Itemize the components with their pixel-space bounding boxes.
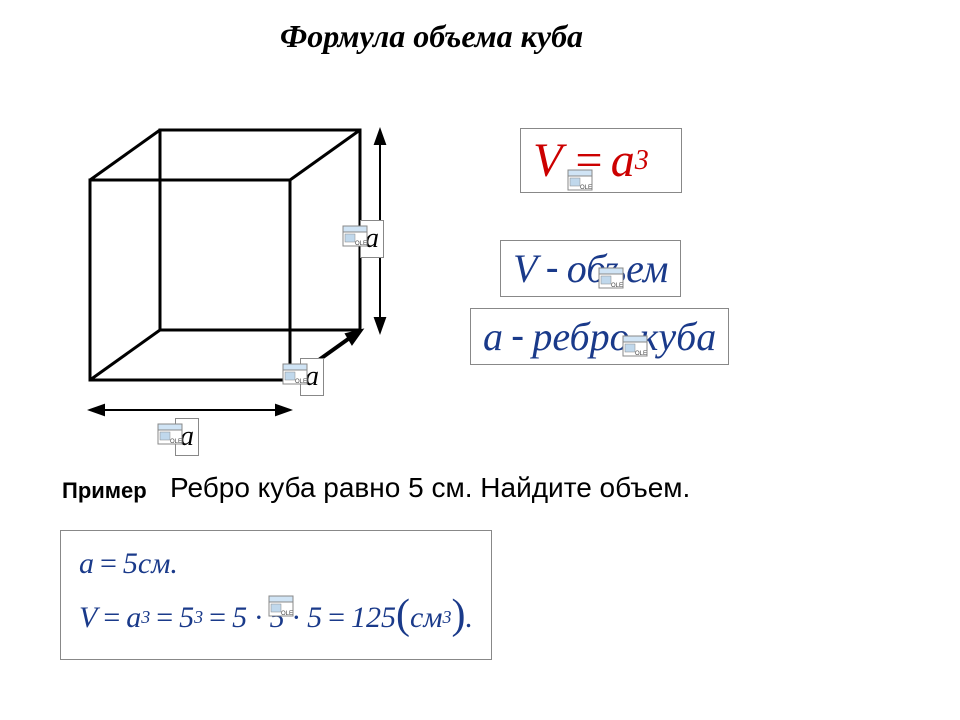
solution-line-1: a = 5 см . bbox=[79, 541, 473, 586]
example-text: Ребро куба равно 5 см. Найдите объем. bbox=[170, 472, 690, 504]
ole-icon bbox=[156, 422, 184, 446]
sol2-eq3: = bbox=[209, 595, 226, 640]
sol-unit: см bbox=[138, 541, 170, 586]
sol2-dot: . bbox=[465, 595, 473, 640]
sol-val: 5 bbox=[123, 541, 138, 586]
vdef-dash: - bbox=[545, 246, 558, 291]
ole-icon bbox=[621, 321, 649, 345]
sol2-eq2: = bbox=[156, 595, 173, 640]
ole-icon bbox=[341, 224, 369, 248]
ole-icon bbox=[281, 362, 309, 386]
sol2-V: V bbox=[79, 595, 97, 640]
sol2-eq4: = bbox=[328, 595, 345, 640]
example-label: Пример bbox=[62, 478, 147, 504]
formula-v-definition: V - объем bbox=[500, 240, 681, 297]
sol2-result: 125 bbox=[351, 595, 396, 640]
formula-volume: V = a 3 bbox=[520, 128, 682, 193]
sol2-unit: см bbox=[410, 595, 442, 640]
sol-dot: . bbox=[170, 541, 178, 586]
formula-V: V bbox=[533, 133, 562, 188]
formula-a-definition: a - ребро куба bbox=[470, 308, 729, 365]
sol2-five: 5 bbox=[179, 595, 194, 640]
sol-a: a bbox=[79, 541, 94, 586]
solution-box: a = 5 см . V = a 3 = 5 3 = 5 · 5 · 5 = 1… bbox=[60, 530, 492, 660]
cube-svg bbox=[70, 100, 410, 460]
sol2-eq1: = bbox=[103, 595, 120, 640]
ole-icon bbox=[267, 586, 295, 610]
sol2-exp-unit: 3 bbox=[442, 604, 451, 631]
sol-eq: = bbox=[100, 541, 117, 586]
paren-close: ) bbox=[451, 584, 465, 647]
paren-open: ( bbox=[396, 584, 410, 647]
edge-label-width: a bbox=[175, 418, 199, 456]
page-title: Формула объема куба bbox=[280, 18, 583, 55]
cube-diagram: a a a bbox=[70, 100, 410, 440]
ole-icon bbox=[597, 253, 625, 277]
solution-line-2: V = a 3 = 5 3 = 5 · 5 · 5 = 125 ( см 3 )… bbox=[79, 586, 473, 649]
formula-exp: 3 bbox=[635, 145, 649, 177]
adef-dash: - bbox=[511, 314, 524, 359]
formula-a: a bbox=[611, 133, 635, 188]
edge-label-depth: a bbox=[300, 358, 324, 396]
sol2-exp-five: 3 bbox=[194, 604, 203, 631]
sol2-a: a bbox=[126, 595, 141, 640]
adef-lhs: a bbox=[483, 313, 503, 360]
vdef-lhs: V bbox=[513, 245, 537, 292]
formula-eq: = bbox=[572, 133, 604, 188]
sol2-exp-a: 3 bbox=[141, 604, 150, 631]
edge-label-height: a bbox=[360, 220, 384, 258]
